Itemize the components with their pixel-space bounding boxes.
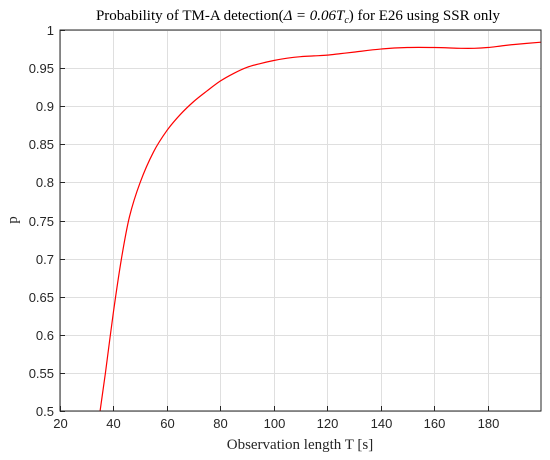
chart-title-prefix: Probability of TM-A detection(	[96, 8, 284, 24]
chart-title-sub: c	[344, 15, 349, 26]
chart-title-delta: Δ = 0.06	[283, 8, 337, 24]
x-tick-label: 100	[264, 416, 286, 431]
chart-title-t: T	[336, 8, 346, 24]
y-tick-label: 0.7	[36, 252, 54, 267]
x-tick-label: 140	[371, 416, 393, 431]
x-tick-label: 160	[424, 416, 446, 431]
y-tick-label: 0.9	[36, 99, 54, 114]
x-tick-label: 60	[160, 416, 174, 431]
y-tick-label: 0.5	[36, 404, 54, 419]
y-tick-label: 0.55	[29, 366, 54, 381]
y-tick-label: 1	[47, 23, 54, 38]
y-tick-label: 0.65	[29, 290, 54, 305]
axes-box	[59, 29, 542, 412]
y-tick-label: 0.75	[29, 214, 54, 229]
x-axis: 20 40 60 80 100 120 140 160 180	[53, 406, 499, 431]
x-tick-label: 40	[106, 416, 120, 431]
x-tick-label: 80	[213, 416, 227, 431]
y-axis-label: p	[5, 216, 21, 224]
plot-area	[60, 30, 541, 411]
chart-title-suffix: ) for E26 using SSR only	[349, 8, 501, 24]
y-tick-label: 0.95	[29, 61, 54, 76]
y-tick-label: 0.6	[36, 328, 54, 343]
x-tick-label: 120	[317, 416, 339, 431]
chart-title: Probability of TM-A detection(Δ = 0.06Tc…	[96, 8, 501, 26]
x-tick-label: 180	[478, 416, 500, 431]
series-line	[99, 41, 542, 412]
y-tick-label: 0.85	[29, 137, 54, 152]
y-axis: 0.5 0.55 0.6 0.65 0.7 0.75 0.8 0.85 0.9 0.95 1	[29, 23, 65, 419]
x-axis-label: Observation length T [s]	[227, 437, 374, 453]
y-tick-label: 0.8	[36, 175, 54, 190]
x-tick-label: 20	[53, 416, 67, 431]
series-layer	[99, 41, 542, 412]
